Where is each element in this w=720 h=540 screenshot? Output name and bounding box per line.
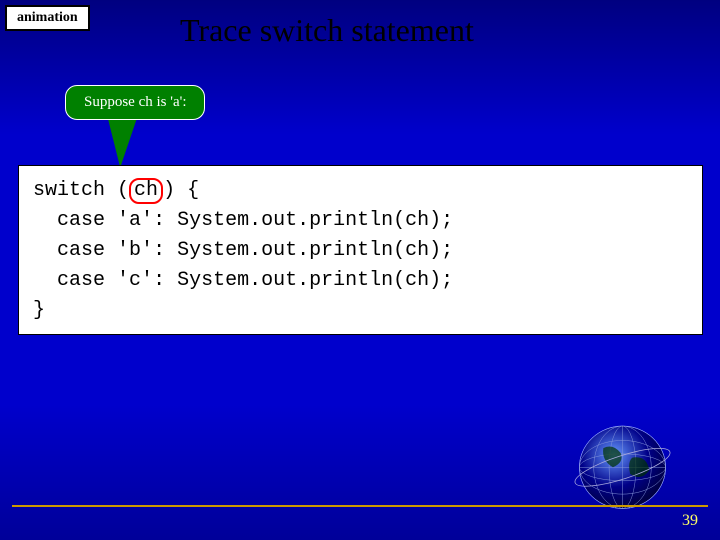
close-brace: } [33,299,45,322]
callout-bubble: Suppose ch is 'a': [65,85,205,120]
case-stmt: System.out.println(ch); [177,209,453,232]
animation-badge: animation [5,5,90,31]
case-literal: 'c' [117,269,153,292]
case-stmt: System.out.println(ch); [177,239,453,262]
case-literal: 'a' [117,209,153,232]
highlight-expr: ch [129,178,163,204]
open-brace: { [187,179,199,202]
kw-case: case [57,239,105,262]
globe-icon [565,405,680,520]
close-paren: ) [163,179,175,202]
kw-case: case [57,209,105,232]
callout-tail [108,116,142,168]
page-number: 39 [682,512,698,530]
case-stmt: System.out.println(ch); [177,269,453,292]
open-paren: ( [117,179,129,202]
kw-case: case [57,269,105,292]
case-literal: 'b' [117,239,153,262]
code-block: switch (ch) { case 'a': System.out.print… [18,165,703,335]
kw-switch: switch [33,179,105,202]
accent-line [12,505,708,507]
page-title: Trace switch statement [180,12,474,49]
